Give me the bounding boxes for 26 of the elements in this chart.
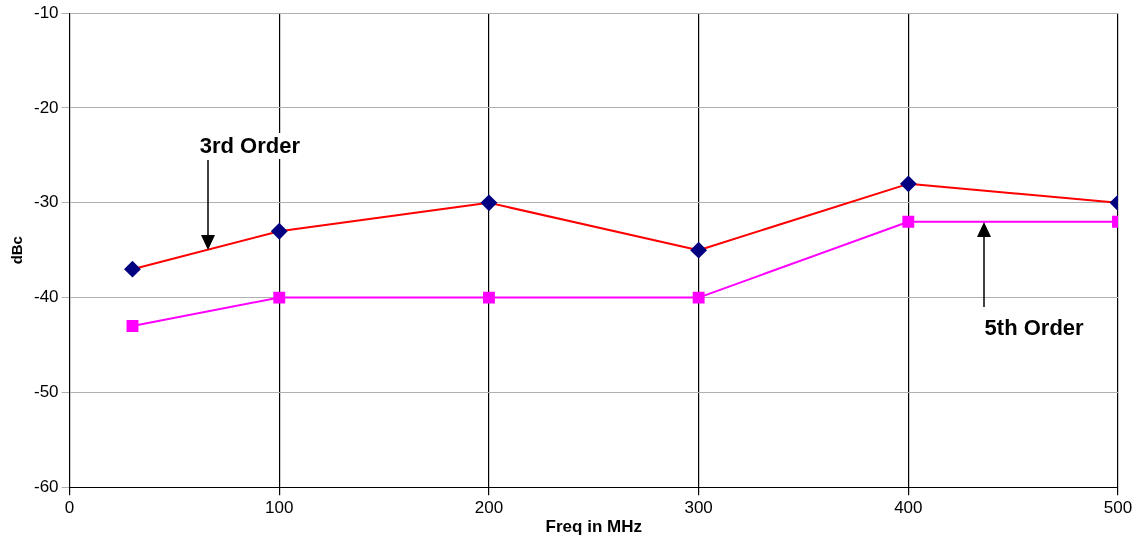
point	[273, 291, 286, 304]
point	[480, 194, 497, 211]
x-tick-label: 0	[64, 498, 75, 518]
y-tick-label: -30	[33, 192, 59, 212]
y-tick-label: -20	[33, 97, 59, 117]
y-tick-label: -50	[33, 382, 59, 402]
point	[124, 261, 141, 278]
x-tick-label: 400	[894, 498, 923, 518]
x-tick-label: 500	[1103, 498, 1133, 518]
point	[482, 291, 495, 304]
x-tick-label: 200	[474, 498, 504, 518]
x-axis-title: Freq in MHz	[545, 517, 642, 537]
annotation: 3rd Order	[196, 132, 304, 159]
point	[902, 215, 915, 228]
x-tick-label: 300	[684, 498, 713, 518]
point	[126, 320, 139, 332]
annotation: 5th Order	[981, 315, 1087, 342]
y-tick-label: -60	[33, 476, 59, 496]
point	[900, 175, 917, 192]
y-axis-title: dBc	[8, 236, 26, 265]
y-tick-label: -40	[33, 287, 59, 307]
point	[692, 291, 705, 304]
point	[271, 223, 288, 240]
y-tick-label: -10	[33, 2, 59, 22]
point	[690, 242, 707, 259]
x-tick-label: 100	[265, 498, 294, 518]
